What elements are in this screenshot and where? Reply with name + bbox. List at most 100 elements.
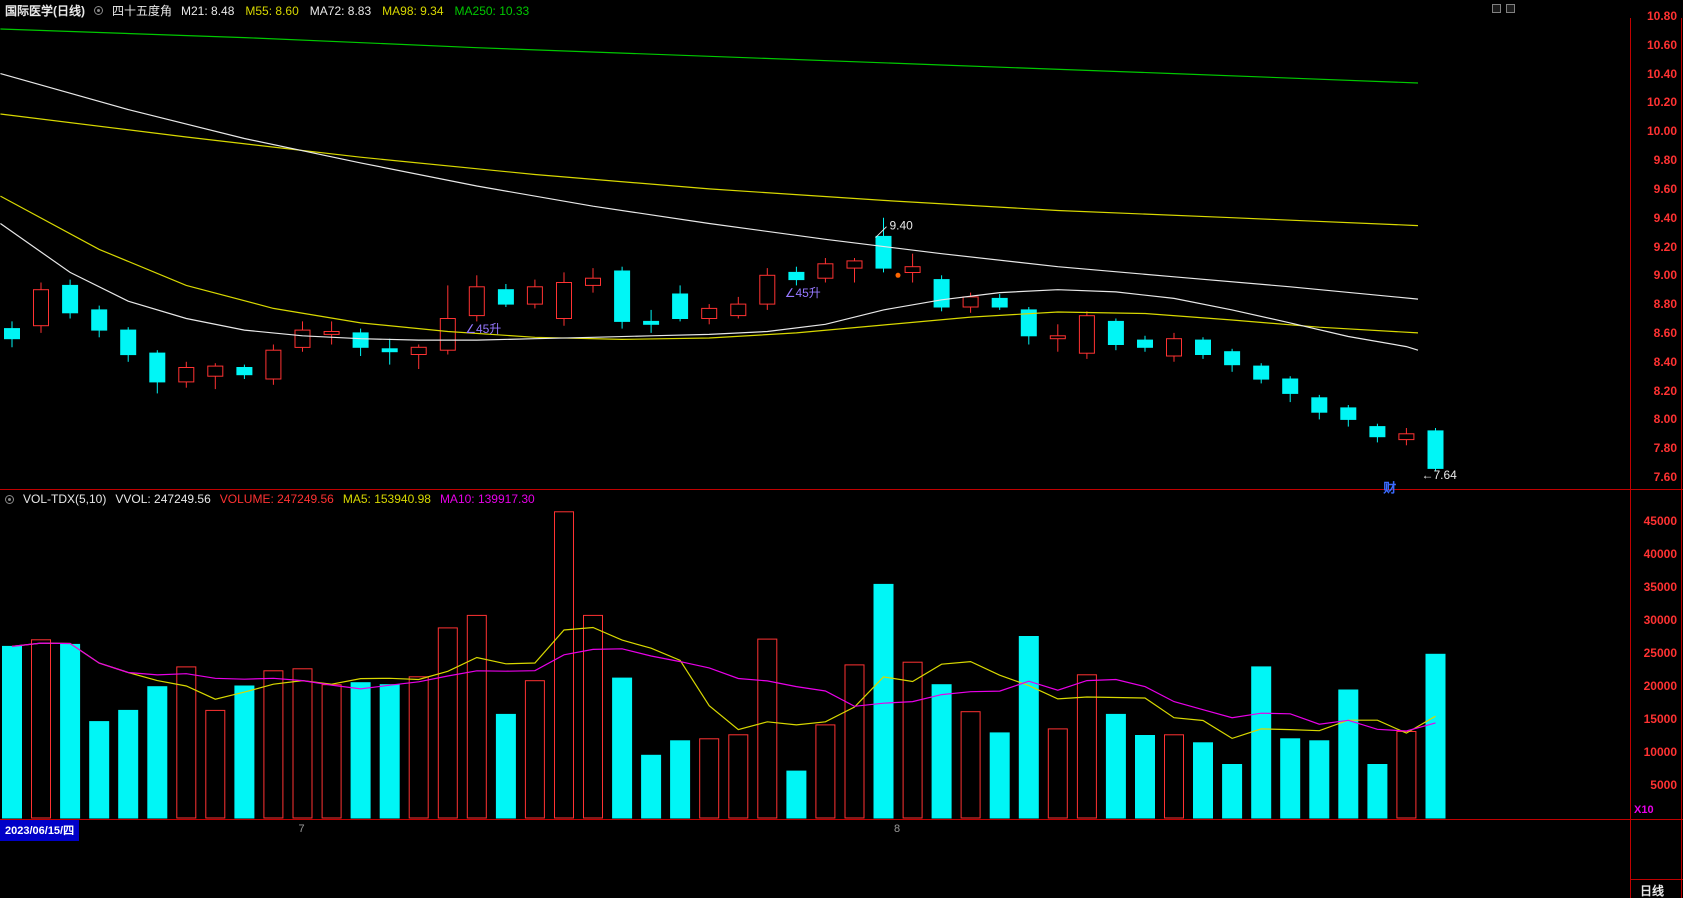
- volume-bar: [1280, 738, 1301, 819]
- price-tick-label: 8.80: [1653, 297, 1677, 312]
- volume-ma5-value: MA5: 153940.98: [342, 492, 431, 506]
- right-price-axis: 10.80 10.60 10.40 10.20 10.00 9.80 9.60 9.40 9.2…: [1631, 0, 1681, 898]
- price-tick-label: 9.80: [1653, 153, 1677, 168]
- volume-bar: [1105, 713, 1126, 819]
- candle-body: [381, 348, 398, 353]
- price-tick-label: 9.60: [1653, 181, 1677, 196]
- candle-body: [701, 307, 718, 319]
- pane-window-icons: [1492, 4, 1515, 13]
- stock-title: 国际医学(日线): [5, 4, 85, 18]
- volume-bar: [234, 685, 255, 819]
- volume-bar: [379, 684, 400, 819]
- volume-bar: [641, 754, 662, 819]
- price-tick-label: 9.40: [1653, 210, 1677, 225]
- ma-line-MA98: [0, 113, 1419, 227]
- candle-body: [4, 328, 20, 340]
- candle-body: [1340, 407, 1357, 420]
- ma-value-label: MA72: 8.83: [309, 3, 372, 18]
- candle-body: [759, 274, 776, 305]
- annotation-peak: 9.40: [890, 219, 914, 233]
- date-axis-strip[interactable]: 2023/06/15/四 7 8: [0, 820, 1630, 841]
- volume-bar: [554, 511, 574, 819]
- candle-body: [323, 331, 340, 335]
- frame-lines: [0, 18, 1683, 898]
- candle-body: [352, 332, 369, 348]
- volume-bar: [495, 713, 516, 819]
- signal-dot: [895, 272, 901, 278]
- price-tick-label: 9.20: [1653, 239, 1677, 254]
- date-label: 2023/06/15/四: [0, 820, 80, 841]
- price-tick-label: 7.60: [1653, 470, 1677, 484]
- price-tick-label: 8.40: [1653, 354, 1677, 369]
- annotation-angle1: ∠45升: [465, 322, 501, 336]
- volume-bar: [1135, 735, 1155, 819]
- candle-body: [294, 329, 311, 348]
- volume-bar: [1396, 731, 1417, 819]
- ma-value-label: M55: 8.60: [245, 3, 299, 18]
- volume-value: VOLUME: 247249.56: [219, 492, 334, 506]
- candle-body: [410, 346, 427, 355]
- price-tick-label: 8.60: [1653, 325, 1677, 340]
- price-tick-label: 7.80: [1653, 441, 1677, 456]
- candle-body: [236, 367, 253, 376]
- volume-bar: [408, 676, 429, 819]
- volume-bar: [902, 661, 923, 819]
- volume-bar: [321, 684, 342, 819]
- maximize-pane-icon[interactable]: [1506, 4, 1515, 13]
- volume-bar: [989, 732, 1010, 819]
- volume-bars-layer: [2, 511, 1446, 819]
- month-marker-label: 8: [894, 823, 901, 835]
- volume-bar: [786, 770, 807, 819]
- volume-tick-label: 30000: [1643, 613, 1677, 627]
- volume-bar: [960, 711, 981, 819]
- volume-bar: [205, 709, 226, 819]
- volume-bar: [437, 627, 458, 819]
- candle-body: [62, 284, 79, 314]
- indicator-radio-icon[interactable]: [94, 6, 103, 15]
- indicator-name[interactable]: 四十五度角: [112, 4, 173, 18]
- volume-bar: [2, 645, 22, 819]
- candle-body: [1078, 315, 1095, 354]
- peak-pointer-line: [875, 226, 887, 239]
- volume-bar: [1222, 764, 1243, 819]
- candle-body: [1282, 378, 1299, 394]
- candle-body: [556, 282, 572, 319]
- candle-body: [1020, 309, 1037, 337]
- candle-body: [730, 303, 747, 317]
- candle-body: [120, 329, 137, 356]
- volume-ma10-line: [11, 642, 1436, 732]
- candle-body: [1166, 338, 1182, 357]
- candle-body: [265, 349, 282, 380]
- candle-body: [1049, 335, 1066, 340]
- candle-body: [846, 260, 863, 269]
- candle-body: [614, 270, 631, 322]
- candle-body: [526, 286, 543, 305]
- volume-bar: [1367, 764, 1388, 819]
- volume-bar: [1309, 740, 1330, 819]
- volume-bar: [844, 664, 865, 819]
- candle-body: [904, 266, 921, 274]
- volume-bar: [147, 686, 168, 819]
- candle-body: [875, 235, 892, 269]
- volume-bar: [1338, 689, 1359, 819]
- candle-body: [643, 320, 660, 325]
- main-pane-header: 国际医学(日线) 四十五度角 M21: 8.48 M55: 8.60 MA72: 8…: [5, 2, 540, 19]
- ma-line-MA72: [0, 73, 1419, 300]
- price-tick-label: 9.00: [1653, 268, 1677, 283]
- period-label[interactable]: 日线: [1640, 884, 1665, 898]
- candle-body: [962, 296, 979, 308]
- volume-bar: [1047, 728, 1068, 819]
- volume-indicator-name[interactable]: VOL-TDX(5,10): [23, 492, 107, 506]
- restore-pane-icon[interactable]: [1492, 4, 1501, 13]
- volume-indicator-radio-icon[interactable]: [5, 494, 14, 504]
- volume-bar: [728, 734, 749, 819]
- volume-bar: [176, 666, 197, 819]
- volume-tick-label: 15000: [1643, 712, 1677, 726]
- volume-pane-header: VOL-TDX(5,10) VVOL: 247249.56 VOLUME: 24…: [5, 492, 535, 506]
- volume-tick-label: 10000: [1643, 745, 1677, 759]
- vvol-value: VVOL: 247249.56: [115, 492, 211, 506]
- candle-body: [1253, 365, 1270, 380]
- ma-line-MA250: [0, 28, 1419, 84]
- volume-bar: [1076, 674, 1097, 819]
